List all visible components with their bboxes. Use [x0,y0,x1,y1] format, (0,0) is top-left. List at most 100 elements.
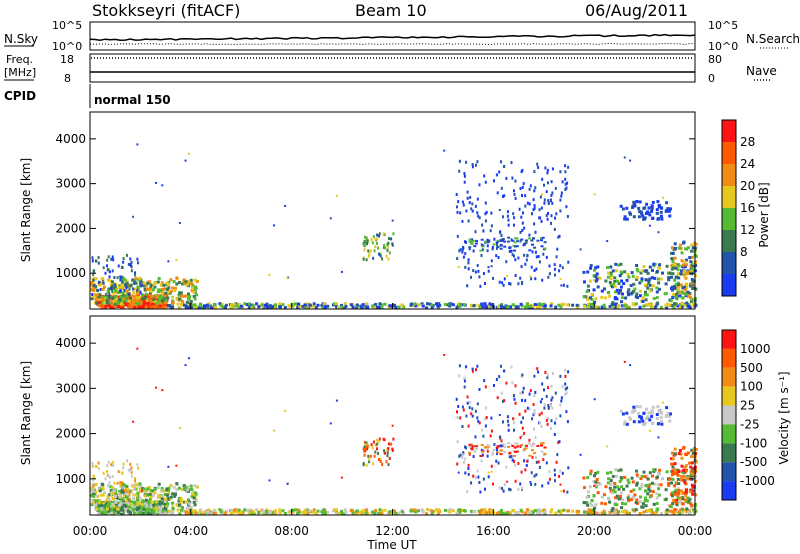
range-cell [513,455,516,457]
x-tick-label: 08:00 [274,524,309,538]
range-cell [490,509,494,513]
range-cell [470,412,473,416]
range-cell [550,384,553,388]
range-cell [667,481,671,485]
range-cell [505,176,508,180]
range-cell [220,302,224,306]
range-cell [680,464,684,468]
range-cell [121,291,125,295]
range-cell [612,283,616,286]
range-cell [500,439,503,443]
range-cell [194,286,198,290]
range-cell [652,468,656,472]
range-cell [169,289,173,293]
range-cell [136,502,140,506]
range-cell [177,281,181,284]
range-cell [344,510,348,514]
range-cell [375,511,379,515]
range-cell [139,484,143,488]
range-cell [161,504,164,508]
range-cell [187,512,191,516]
range-cell [166,496,170,500]
range-cell [560,399,563,403]
range-cell [326,304,330,308]
range-cell [619,204,623,208]
range-cell [528,249,532,252]
range-cell [615,474,619,478]
range-cell [478,388,481,391]
range-cell [142,281,146,285]
range-cell [676,473,680,477]
range-cell [350,509,353,513]
range-cell [632,289,636,293]
range-cell [534,436,537,440]
range-cell [305,305,309,309]
range-cell [486,241,490,244]
range-cell [643,499,647,503]
range-cell [659,419,663,423]
range-cell [192,294,196,298]
range-cell [133,306,136,310]
range-cell [97,304,101,308]
range-cell [691,508,695,512]
range-cell [425,306,429,310]
range-cell [553,227,556,231]
range-cell [192,290,196,294]
range-cell [554,421,556,425]
range-cell [113,283,116,287]
range-cell [642,304,646,308]
range-cell [629,364,632,367]
range-cell [684,247,688,251]
range-cell [675,287,679,291]
range-cell [372,440,375,444]
range-cell [172,485,176,489]
range-cell [121,486,124,490]
range-cell [659,411,663,415]
range-cell [665,201,669,205]
range-cell [658,263,662,267]
range-cell [147,508,151,512]
range-cell [476,197,479,201]
range-cell [136,143,139,146]
range-cell [626,290,630,294]
range-cell [480,510,484,514]
range-cell [189,299,193,303]
range-cell [130,474,133,478]
power-colorbar-label: Power [dB] [757,182,771,247]
range-cell [636,475,640,478]
range-cell [114,495,117,498]
range-cell [635,277,639,281]
range-cell [520,443,524,446]
range-cell [665,406,669,410]
range-cell [104,271,107,275]
range-cell [551,372,554,375]
range-cell [546,422,549,426]
range-cell [639,477,643,481]
range-cell [575,303,579,307]
range-cell [639,289,643,293]
range-cell [252,306,256,310]
range-cell [511,381,514,385]
range-cell [613,276,617,280]
range-cell [620,510,624,514]
range-cell [139,487,142,491]
range-cell [545,394,548,398]
range-cell [263,303,267,307]
range-cell [490,416,493,420]
range-cell [363,248,366,252]
range-cell [468,240,472,243]
range-cell [477,509,481,513]
range-cell [503,445,507,448]
range-cell [101,287,105,291]
range-cell [366,242,368,246]
range-cell [520,510,524,514]
range-cell [107,296,111,300]
range-cell [195,293,199,297]
range-cell [465,209,468,213]
range-cell [687,499,691,503]
range-cell [370,237,373,241]
range-cell [474,270,477,274]
range-cell [463,376,466,380]
range-cell [678,290,682,294]
range-cell [656,483,660,487]
